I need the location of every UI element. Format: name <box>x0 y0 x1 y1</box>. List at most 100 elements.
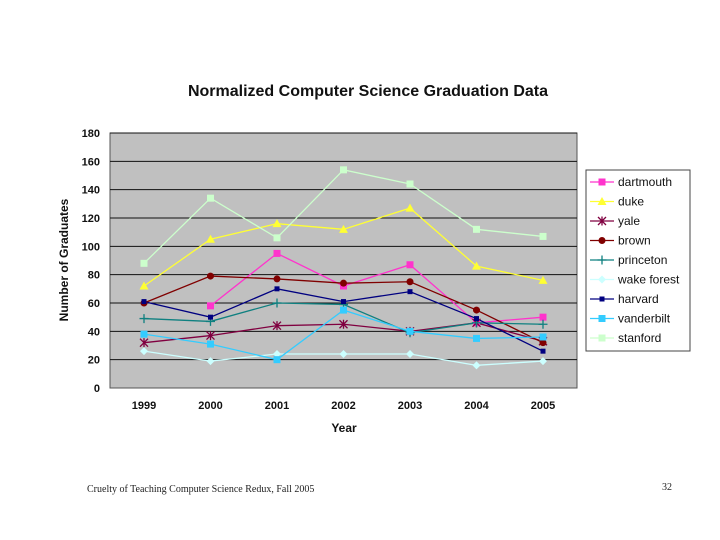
legend-marker-wake-forest <box>598 275 606 284</box>
data-point-dartmouth <box>207 302 214 310</box>
data-point-harvard <box>474 316 479 322</box>
data-point-vanderbilt <box>473 334 480 342</box>
data-point-brown <box>207 272 214 280</box>
data-point-duke <box>405 203 415 212</box>
data-point-princeton <box>272 298 282 308</box>
data-point-brown <box>273 275 281 283</box>
data-point-wake-forest <box>206 357 215 366</box>
data-point-harvard <box>208 314 213 320</box>
data-point-vanderbilt <box>273 356 281 364</box>
x-tick-label: 2001 <box>265 400 289 412</box>
x-tick-label: 2000 <box>198 400 222 412</box>
data-point-duke <box>472 261 481 270</box>
data-point-wake-forest <box>273 350 281 358</box>
y-tick-label: 180 <box>82 128 100 140</box>
data-point-stanford <box>539 232 547 240</box>
data-point-princeton <box>139 314 149 324</box>
legend-label-yale: yale <box>618 214 640 228</box>
data-point-vanderbilt <box>207 340 214 348</box>
data-point-yale <box>339 319 348 329</box>
data-point-stanford <box>473 225 480 233</box>
data-point-stanford <box>207 194 214 202</box>
x-axis-label: Year <box>331 421 357 435</box>
x-tick-label: 2004 <box>464 400 489 412</box>
data-point-harvard <box>540 348 546 354</box>
data-point-brown <box>406 278 414 286</box>
legend-marker-harvard <box>599 296 605 302</box>
data-point-yale <box>206 331 215 341</box>
data-point-brown <box>340 279 347 287</box>
x-tick-label: 2003 <box>398 400 422 412</box>
legend: dartmouth duke yale brown princeton wake fore… <box>590 175 680 345</box>
y-tick-label: 60 <box>88 298 100 310</box>
y-tick-label: 40 <box>88 326 100 338</box>
y-tick-label: 20 <box>88 355 100 367</box>
chart-title: Normalized Computer Science Graduation D… <box>188 83 548 100</box>
legend-label-princeton: princeton <box>618 253 667 267</box>
legend-marker-princeton <box>597 255 607 265</box>
data-point-harvard <box>141 299 147 305</box>
data-point-vanderbilt <box>406 327 414 335</box>
data-point-duke <box>139 281 149 290</box>
data-point-wake-forest <box>539 357 547 366</box>
data-point-duke <box>206 234 215 243</box>
legend-label-duke: duke <box>618 195 644 209</box>
legend-marker-stanford <box>598 334 606 342</box>
data-point-stanford <box>273 234 281 242</box>
y-tick-label: 140 <box>82 185 100 197</box>
page-number: 32 <box>662 482 672 493</box>
footer-caption: Cruelty of Teaching Computer Science Red… <box>87 484 315 495</box>
data-point-harvard <box>341 299 346 305</box>
data-point-yale <box>139 338 149 348</box>
legend-label-wake-forest: wake forest <box>617 273 680 287</box>
data-point-vanderbilt <box>340 306 347 314</box>
data-point-vanderbilt <box>140 330 148 338</box>
gridlines <box>110 132 577 361</box>
legend-label-stanford: stanford <box>618 331 661 345</box>
legend-marker-yale <box>597 216 607 226</box>
y-tick-label: 160 <box>82 156 100 168</box>
data-point-harvard <box>407 289 413 295</box>
data-point-princeton <box>538 319 548 329</box>
y-axis-ticks: 0 20 40 60 80 100 120 140 160 180 <box>82 128 100 395</box>
data-point-dartmouth <box>539 313 547 321</box>
plot-area <box>109 132 578 389</box>
y-tick-label: 0 <box>94 383 100 395</box>
legend-label-harvard: harvard <box>618 292 659 306</box>
data-point-wake-forest <box>406 350 414 358</box>
legend-marker-brown <box>598 237 606 244</box>
data-point-brown <box>539 339 547 347</box>
data-point-stanford <box>140 259 148 267</box>
data-point-dartmouth <box>273 249 281 257</box>
data-point-stanford <box>340 166 347 174</box>
data-point-wake-forest <box>472 361 481 370</box>
data-point-brown <box>473 306 480 314</box>
data-point-duke <box>339 224 348 233</box>
series-line-dartmouth <box>210 252 544 324</box>
data-point-dartmouth <box>406 261 414 269</box>
data-point-wake-forest <box>339 350 348 358</box>
legend-marker-dartmouth <box>598 178 606 186</box>
legend-label-vanderbilt: vanderbilt <box>618 312 671 326</box>
data-point-harvard <box>274 286 280 292</box>
x-tick-label: 2002 <box>331 400 355 412</box>
data-point-wake-forest <box>140 347 148 356</box>
legend-label-dartmouth: dartmouth <box>618 175 672 189</box>
data-point-vanderbilt <box>539 333 547 341</box>
legend-marker-duke <box>597 197 607 205</box>
x-tick-label: 1999 <box>132 400 156 412</box>
data-point-yale <box>272 321 282 331</box>
x-tick-label: 2005 <box>531 400 555 412</box>
y-tick-label: 100 <box>82 241 100 253</box>
data-point-duke <box>538 275 548 284</box>
legend-marker-vanderbilt <box>598 315 606 322</box>
y-axis-label: Number of Graduates <box>57 198 71 321</box>
data-point-duke <box>272 219 282 228</box>
x-axis-ticks: 1999 2000 2001 2002 2003 2004 2005 <box>132 400 555 412</box>
y-tick-label: 80 <box>88 270 100 282</box>
legend-label-brown: brown <box>618 234 651 248</box>
series-markers <box>139 166 548 370</box>
y-tick-label: 120 <box>82 213 100 225</box>
data-point-stanford <box>406 180 414 188</box>
